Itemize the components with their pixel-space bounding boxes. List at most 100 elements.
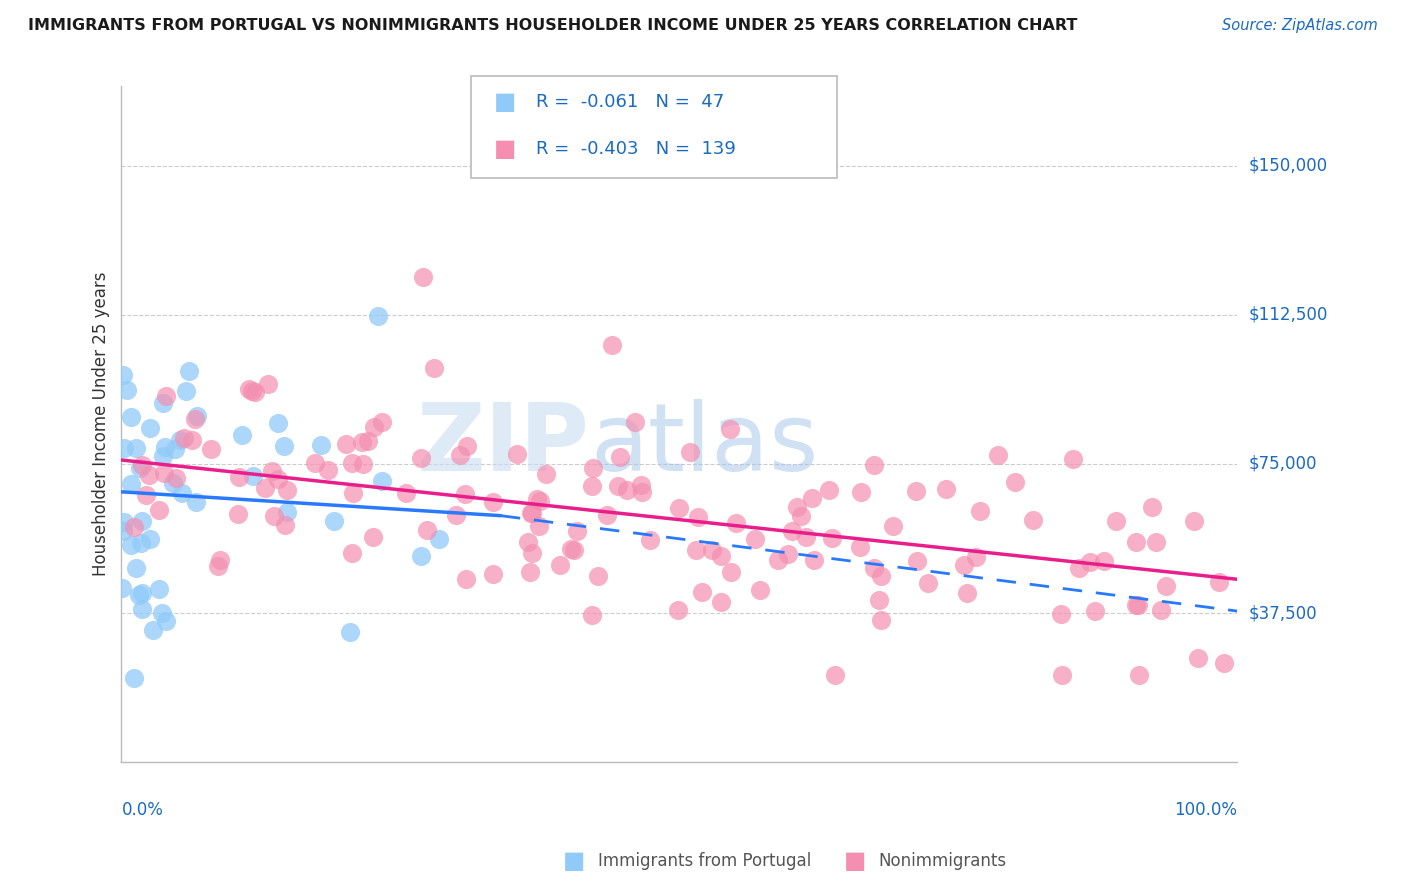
Point: [548, 558, 571, 573]
Point: [176, 384, 198, 399]
Point: [138, 533, 160, 547]
Point: [1092, 554, 1115, 568]
Text: $37,500: $37,500: [1249, 604, 1317, 622]
Point: [526, 491, 548, 506]
Point: [560, 541, 582, 556]
Point: [138, 468, 160, 483]
Point: [690, 585, 713, 599]
Point: [640, 533, 662, 547]
Point: [120, 409, 142, 424]
Point: [505, 447, 527, 461]
Point: [335, 436, 357, 450]
Point: [276, 505, 298, 519]
Point: [1062, 451, 1084, 466]
Point: [520, 506, 543, 520]
Point: [1140, 500, 1163, 514]
Point: [869, 613, 891, 627]
Point: [529, 494, 551, 508]
Point: [131, 535, 153, 549]
Point: [905, 483, 928, 498]
Point: [155, 614, 177, 628]
Point: [907, 554, 929, 568]
Text: $112,500: $112,500: [1249, 306, 1327, 324]
Point: [1150, 603, 1173, 617]
Point: [565, 524, 588, 539]
Point: [228, 469, 250, 483]
Point: [869, 593, 891, 607]
Point: [817, 483, 839, 497]
Point: [371, 475, 394, 489]
Point: [934, 483, 956, 497]
Point: [165, 471, 187, 485]
Point: [1069, 561, 1091, 575]
Point: [1105, 514, 1128, 528]
Point: [790, 508, 813, 523]
Point: [111, 581, 134, 595]
Point: [666, 603, 689, 617]
Text: Nonimmigrants: Nonimmigrants: [879, 852, 1007, 870]
Point: [969, 504, 991, 518]
Text: Immigrants from Portugal: Immigrants from Portugal: [598, 852, 811, 870]
Point: [363, 420, 385, 434]
Point: [262, 464, 284, 478]
Point: [870, 569, 893, 583]
Point: [124, 520, 146, 534]
Y-axis label: Householder Income Under 25 years: Householder Income Under 25 years: [93, 272, 110, 576]
Point: [170, 486, 193, 500]
Point: [849, 541, 872, 555]
Point: [581, 608, 603, 623]
Point: [311, 438, 333, 452]
Point: [274, 517, 297, 532]
Point: [254, 481, 277, 495]
Point: [1213, 656, 1236, 670]
Point: [340, 546, 363, 560]
Point: [169, 433, 191, 447]
Point: [527, 519, 550, 533]
Point: [339, 624, 361, 639]
Point: [744, 532, 766, 546]
Point: [803, 553, 825, 567]
Point: [152, 395, 174, 409]
Text: R =  -0.061   N =  47: R = -0.061 N = 47: [536, 93, 724, 112]
Point: [766, 553, 789, 567]
Point: [120, 538, 142, 552]
Point: [1128, 667, 1150, 681]
Point: [316, 463, 339, 477]
Point: [125, 441, 148, 455]
Point: [111, 368, 134, 382]
Point: [155, 389, 177, 403]
Point: [135, 487, 157, 501]
Point: [352, 435, 374, 450]
Point: [776, 547, 799, 561]
Point: [153, 441, 176, 455]
Point: [1050, 667, 1073, 681]
Point: [177, 364, 200, 378]
Point: [120, 477, 142, 491]
Point: [801, 491, 824, 505]
Text: ZIP: ZIP: [418, 399, 591, 491]
Point: [688, 510, 710, 524]
Point: [602, 337, 624, 351]
Point: [596, 508, 619, 523]
Point: [184, 411, 207, 425]
Point: [112, 515, 135, 529]
Point: [340, 456, 363, 470]
Point: [411, 450, 433, 465]
Point: [702, 543, 724, 558]
Point: [685, 543, 707, 558]
Point: [786, 500, 808, 515]
Text: Source: ZipAtlas.com: Source: ZipAtlas.com: [1222, 18, 1378, 33]
Point: [965, 550, 987, 565]
Point: [207, 558, 229, 573]
Point: [357, 434, 380, 448]
Point: [238, 383, 260, 397]
Point: [186, 409, 208, 424]
Point: [322, 514, 344, 528]
Point: [415, 523, 437, 537]
Point: [821, 531, 844, 545]
Point: [582, 460, 605, 475]
Point: [863, 458, 886, 473]
Point: [128, 588, 150, 602]
Point: [131, 586, 153, 600]
Point: [956, 586, 979, 600]
